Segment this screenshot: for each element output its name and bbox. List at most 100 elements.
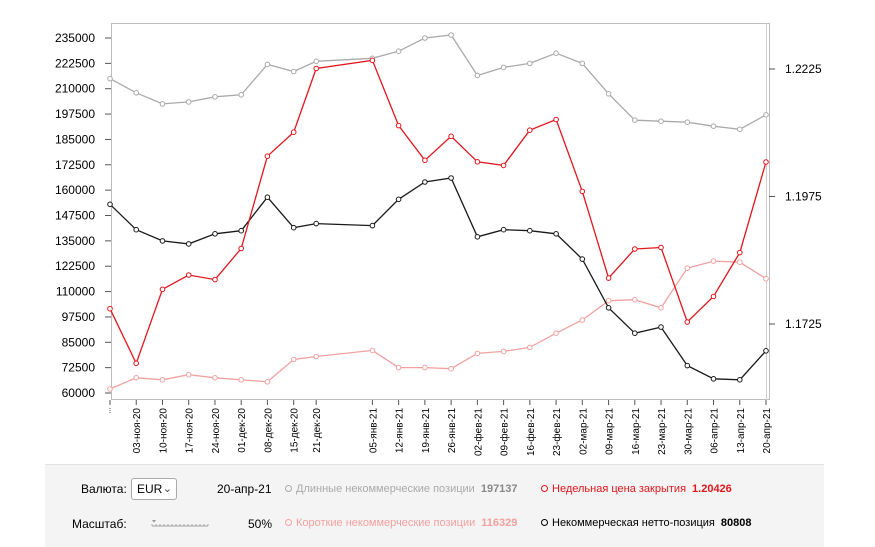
series-2-point	[290, 224, 297, 231]
legend-short[interactable]: Короткие некоммерческие позиции 116329	[285, 517, 517, 529]
scale-label: Масштаб:	[72, 517, 127, 531]
series-2-point	[238, 227, 244, 234]
currency-value: EUR	[137, 482, 163, 496]
series-0-point	[474, 72, 481, 79]
x-tick-label: 05-янв-21	[368, 408, 379, 454]
series-2-point	[212, 231, 218, 237]
legend-net[interactable]: Некоммерческая нетто-позиция 80808	[541, 517, 751, 529]
x-tick-label: 16-фев-21	[525, 408, 537, 456]
series-3-point	[159, 286, 166, 293]
series-1-point	[185, 371, 192, 378]
series-3-point	[737, 249, 743, 256]
y-left-tick-label: 235000	[55, 31, 95, 45]
series-3-point	[579, 188, 586, 195]
series-1-point	[763, 275, 769, 282]
series-3-point	[763, 159, 769, 165]
series-3-point	[500, 162, 507, 169]
series-1-point	[264, 379, 271, 385]
x-axis: 03-ноя-20 10-ноя-20 17-ноя-20 24-ноя-20 01-д…	[109, 400, 773, 456]
x-tick-label: 13-апр-21	[736, 408, 747, 454]
series-2-point	[710, 376, 717, 382]
series-3-point	[422, 157, 428, 164]
series-1-point	[133, 375, 139, 381]
scale-value: 50%	[248, 517, 273, 531]
y-left-tick-label: 72500	[62, 361, 96, 375]
x-tick-label: 30-мар-21	[683, 408, 694, 455]
series-2	[107, 175, 769, 383]
series-0-point	[238, 92, 244, 98]
series-3-point	[264, 153, 271, 159]
y-left-tick-label: 147500	[55, 209, 95, 223]
series-0-point	[553, 50, 559, 57]
series-2-point	[737, 377, 743, 383]
series-1-point	[212, 375, 218, 381]
series-0-point	[395, 48, 402, 55]
series-3-point	[658, 244, 664, 251]
series-2-point	[264, 194, 271, 200]
scale-slider[interactable]	[137, 520, 223, 528]
legend-close-label: Недельная цена закрытия	[552, 483, 687, 495]
series-3	[107, 57, 769, 367]
controls-panel: Валюта: EUR ⌄ 20-апр-21 Масштаб: 50% Дли…	[45, 464, 824, 547]
series-2-point	[159, 238, 166, 244]
legend-short-label: Короткие некоммерческие позиции	[296, 517, 476, 529]
legend-net-value: 80808	[720, 517, 752, 529]
series-0-point	[737, 126, 743, 133]
x-tick-label: 24-ноя-20	[211, 408, 222, 454]
series-2-point	[474, 234, 481, 240]
series-0-point	[658, 118, 664, 124]
series-2-point	[185, 241, 192, 247]
series-1-point	[737, 259, 743, 266]
legend-long-marker-icon	[285, 484, 292, 492]
series-0-point	[763, 112, 769, 118]
y-axis-left: 235000 222500 210000 197500 185000 172500 1600…	[55, 31, 111, 400]
series-0-point	[290, 68, 297, 75]
series-0-point	[185, 99, 192, 105]
series-3-point	[238, 245, 244, 252]
series-3-point	[710, 293, 717, 300]
series-3-point	[290, 129, 297, 135]
x-tick-label: 02-фев-21	[472, 408, 484, 456]
x-tick-label: 21-дек-20	[312, 408, 323, 453]
series-1-point	[474, 350, 481, 357]
series-1-point	[313, 353, 320, 360]
y-right-tick-label: 1.1725	[785, 317, 822, 331]
legend-short-marker-icon	[285, 518, 292, 526]
x-tick-label: 23-фев-21	[551, 408, 563, 456]
x-tick-label: 09-фев-21	[499, 408, 511, 456]
x-tick-label: 23-мар-21	[657, 408, 668, 455]
series-0-point	[159, 101, 166, 107]
series-2-point	[632, 330, 638, 337]
y-left-tick-label: 60000	[62, 386, 96, 400]
series-0-point	[422, 35, 428, 41]
series-3-point	[448, 133, 454, 140]
legend-short-value: 116329	[481, 517, 518, 529]
report-date: 20-апр-21	[217, 482, 272, 496]
series-0-point	[500, 64, 507, 71]
series-0-point	[448, 32, 454, 38]
legend-long[interactable]: Длинные некоммерческие позиции 197137	[285, 483, 518, 495]
series-lines	[107, 32, 769, 392]
series-0-point	[527, 60, 533, 67]
series-1-point	[500, 348, 507, 355]
series-1-point	[107, 386, 113, 392]
series-3-point	[185, 272, 192, 278]
series-2-point	[448, 175, 454, 181]
series-1-point	[710, 258, 717, 264]
series-3-point	[553, 116, 559, 123]
series-0-point	[212, 94, 218, 100]
plot-frame	[111, 23, 770, 400]
scale-slider-handle[interactable]	[152, 520, 156, 523]
currency-select[interactable]: EUR ⌄	[131, 478, 177, 500]
series-2-point	[605, 305, 612, 311]
x-tick-label: 02-мар-21	[578, 408, 589, 455]
series-2-point	[553, 231, 559, 237]
legend-close[interactable]: Недельная цена закрытия 1.20426	[541, 483, 732, 495]
series-2-point	[579, 256, 586, 262]
series-3-point	[684, 319, 691, 325]
series-3-point	[395, 122, 402, 129]
series-2-point	[763, 348, 769, 354]
series-1-point	[632, 296, 638, 303]
x-tick-label: 10-ноя-20	[158, 408, 169, 454]
series-1-point	[422, 364, 428, 371]
